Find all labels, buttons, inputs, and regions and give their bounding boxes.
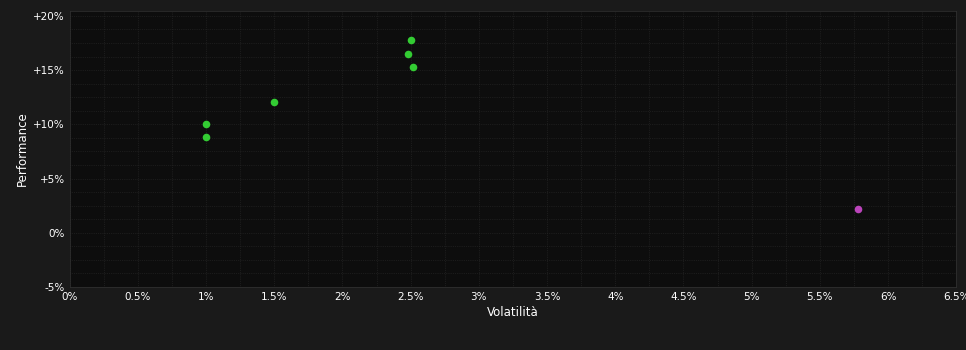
- Point: [850, 206, 866, 212]
- Point: [400, 51, 415, 57]
- Point: [267, 99, 282, 104]
- Point: [403, 37, 418, 43]
- Y-axis label: Performance: Performance: [15, 111, 29, 186]
- Point: [198, 134, 213, 140]
- Point: [198, 121, 213, 127]
- X-axis label: Volatilità: Volatilità: [487, 306, 539, 319]
- Point: [406, 64, 421, 70]
